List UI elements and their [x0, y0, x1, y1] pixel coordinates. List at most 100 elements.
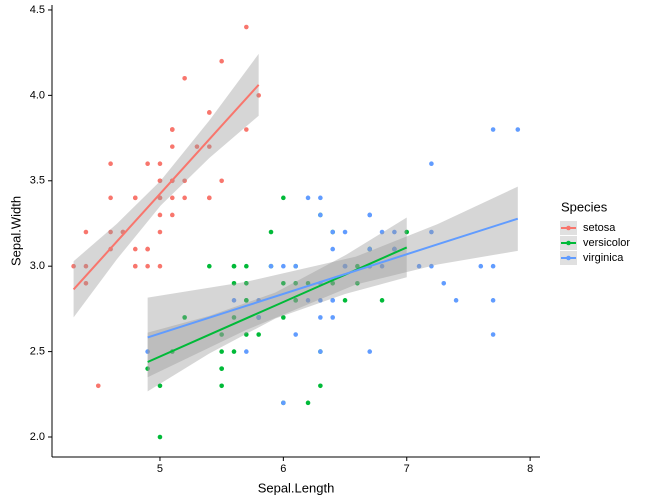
point [305, 195, 311, 201]
point [219, 349, 224, 354]
point [330, 298, 336, 303]
point [293, 263, 298, 269]
x-tick-label: 5 [157, 463, 163, 475]
x-tick-label: 7 [404, 463, 410, 475]
legend-label: virginica [583, 252, 624, 264]
point [355, 280, 360, 286]
point [429, 161, 434, 166]
point [318, 315, 323, 320]
point [441, 280, 447, 286]
point [293, 298, 298, 303]
y-axis-title: Sepal.Width [8, 196, 23, 266]
point [305, 280, 311, 286]
point [207, 263, 212, 269]
y-tick-label: 2.5 [30, 346, 45, 358]
point [281, 315, 286, 320]
legend-title: Species [561, 199, 608, 214]
legend-label: setosa [583, 222, 616, 234]
point [145, 246, 150, 252]
x-tick-label: 8 [527, 463, 533, 475]
point [95, 383, 101, 389]
point [132, 263, 138, 269]
point [478, 263, 484, 269]
point [305, 298, 311, 303]
point [367, 246, 373, 252]
point [157, 434, 163, 440]
legend-label: versicolor [583, 237, 630, 249]
y-tick-label: 4.0 [30, 89, 45, 101]
point [108, 195, 113, 201]
point [318, 195, 323, 201]
point [219, 178, 224, 184]
point [182, 195, 187, 201]
fit-line [147, 217, 519, 339]
point [429, 229, 434, 235]
point [157, 263, 163, 269]
point [145, 349, 150, 354]
point [318, 383, 323, 389]
point [392, 229, 397, 235]
y-tick-label: 2.0 [30, 431, 45, 443]
point [207, 110, 212, 115]
point [330, 315, 336, 320]
point [108, 161, 113, 166]
point [318, 298, 323, 303]
point [170, 212, 175, 218]
point [281, 280, 286, 286]
point [182, 75, 187, 81]
point [281, 263, 286, 269]
point [318, 349, 323, 354]
point [231, 298, 237, 303]
point [268, 229, 274, 235]
point [367, 212, 373, 218]
point [157, 161, 163, 166]
legend-key-point [566, 240, 571, 246]
point [268, 263, 274, 269]
point [157, 178, 163, 184]
point [71, 263, 76, 269]
point [318, 212, 323, 218]
point [132, 246, 138, 252]
point [244, 349, 249, 354]
legend-key-point [566, 255, 571, 261]
point [157, 229, 163, 235]
point [355, 263, 360, 269]
point [231, 280, 237, 286]
point [256, 332, 261, 337]
point [453, 298, 459, 303]
point [145, 263, 150, 269]
point [244, 127, 249, 132]
point [231, 315, 237, 320]
point [404, 229, 410, 235]
point [83, 280, 89, 286]
point [342, 298, 348, 303]
point [379, 263, 385, 269]
point [342, 263, 348, 269]
point [490, 127, 496, 132]
point [157, 383, 163, 389]
point [145, 161, 150, 166]
point [515, 127, 521, 132]
point [330, 229, 336, 235]
point [182, 315, 187, 320]
point [281, 400, 286, 406]
x-tick-label: 6 [280, 463, 286, 475]
y-tick-label: 4.5 [30, 4, 45, 16]
point [256, 315, 261, 320]
point [170, 195, 175, 201]
point [108, 229, 113, 235]
point [367, 349, 373, 354]
confidence-band [147, 186, 518, 378]
point [429, 263, 434, 269]
point [293, 280, 298, 286]
point [145, 366, 150, 371]
point [157, 212, 163, 218]
point [392, 246, 397, 252]
fit-line [72, 84, 260, 291]
point [379, 229, 385, 235]
y-tick-label: 3.0 [30, 260, 45, 272]
fit-line [147, 246, 408, 363]
legend-key-point [566, 225, 571, 231]
